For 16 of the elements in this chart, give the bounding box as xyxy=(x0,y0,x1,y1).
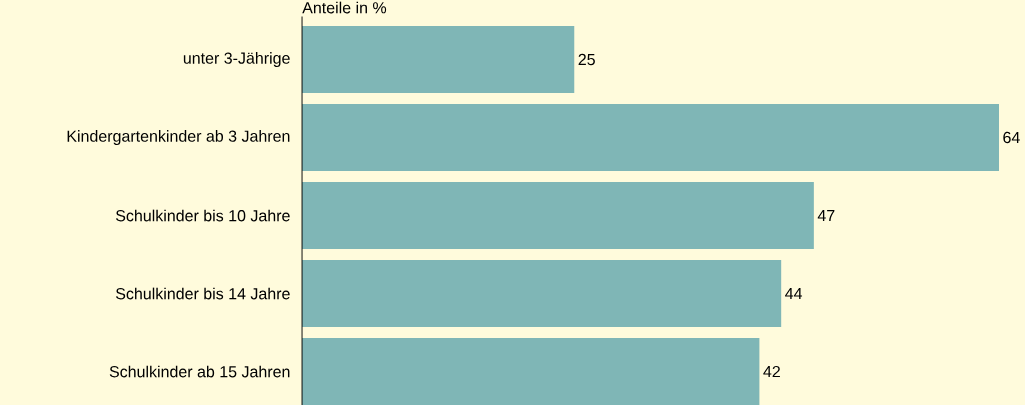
bar xyxy=(302,260,782,327)
data-label: 64 xyxy=(1003,131,1020,144)
bar xyxy=(302,104,999,171)
data-label: 47 xyxy=(817,209,835,221)
data-label: 42 xyxy=(763,365,780,378)
bar xyxy=(302,338,760,405)
data-label: 44 xyxy=(785,288,803,300)
x-axis-title: Anteile in % xyxy=(302,1,387,14)
bar xyxy=(302,182,814,249)
y-tick-label: Schulkinder ab 15 Jahren xyxy=(109,365,290,378)
y-tick-label: Schulkinder bis 14 Jahre xyxy=(115,287,290,300)
data-label: 25 xyxy=(578,53,595,66)
y-tick-label: Schulkinder bis 10 Jahre xyxy=(115,209,290,222)
bar xyxy=(302,26,575,93)
y-tick-label: Kindergartenkinder ab 3 Jahren xyxy=(67,130,290,145)
y-tick-label: unter 3-Jährige xyxy=(183,52,290,67)
